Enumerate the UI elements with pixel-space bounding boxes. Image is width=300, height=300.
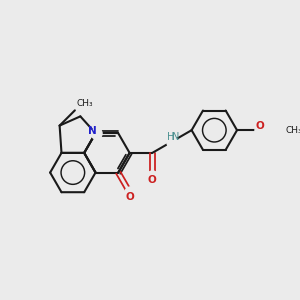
- Text: O: O: [255, 121, 264, 130]
- Text: N: N: [172, 132, 179, 142]
- Text: H: H: [167, 132, 174, 142]
- Text: CH₃: CH₃: [77, 99, 94, 108]
- Text: O: O: [148, 175, 157, 185]
- Text: N: N: [88, 126, 97, 136]
- Text: CH₃: CH₃: [286, 126, 300, 135]
- Text: O: O: [126, 192, 134, 202]
